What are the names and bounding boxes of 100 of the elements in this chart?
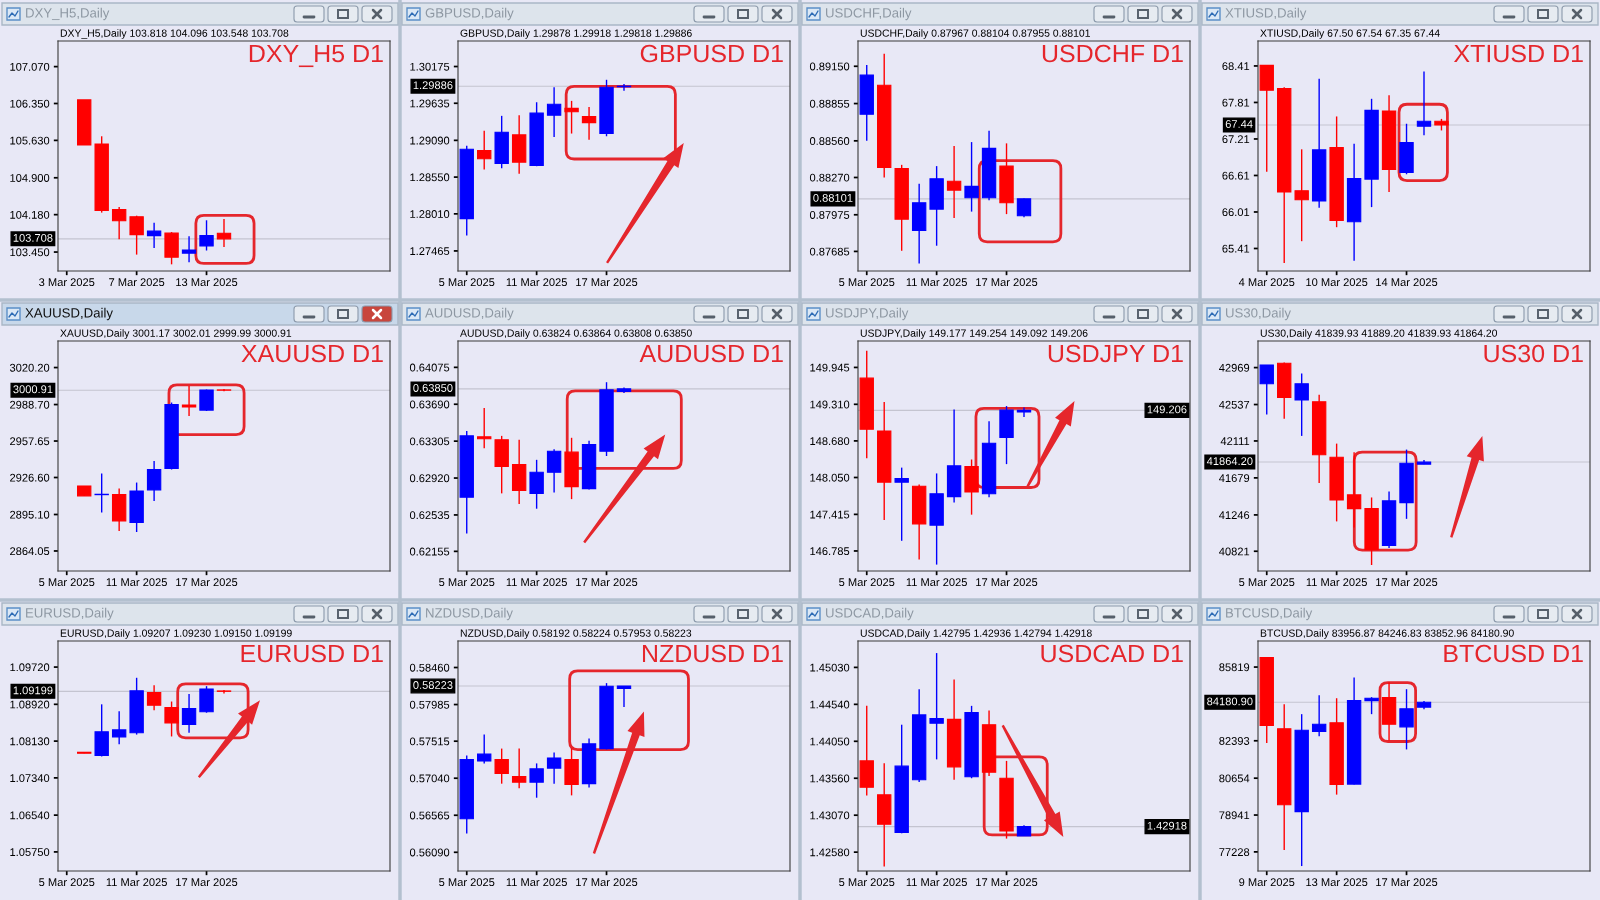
candlestick bbox=[199, 685, 214, 714]
y-tick-label: 1.28550 bbox=[410, 173, 450, 182]
candlestick bbox=[1311, 694, 1327, 738]
ref-line-label: 3000.91 bbox=[13, 385, 53, 394]
x-tick-label: 11 Mar 2025 bbox=[106, 578, 167, 587]
ref-line-label: 149.206 bbox=[1147, 405, 1187, 414]
chart-title: GBPUSD,Daily bbox=[425, 7, 514, 21]
candlestick bbox=[111, 206, 127, 240]
annotation: GBPUSD D1 bbox=[640, 44, 783, 63]
x-tick-label: 7 Mar 2025 bbox=[109, 278, 165, 287]
chart-subtitle: NZDUSD,Daily 0.58192 0.58224 0.57953 0.58223 bbox=[460, 629, 692, 639]
chart-title: USDJPY,Daily bbox=[826, 307, 909, 321]
y-tick-label: 1.43070 bbox=[810, 811, 850, 820]
candlestick bbox=[111, 710, 127, 746]
x-tick-label: 17 Mar 2025 bbox=[976, 878, 1038, 887]
y-tick-label: 1.08920 bbox=[10, 700, 50, 709]
y-tick-label: 0.56565 bbox=[409, 811, 450, 820]
candlestick bbox=[1346, 451, 1362, 529]
y-tick-label: 2864.05 bbox=[10, 547, 50, 556]
y-tick-label: 3020.20 bbox=[9, 363, 50, 372]
y-tick-label: 1.44540 bbox=[810, 700, 850, 709]
x-tick-label: 4 Mar 2025 bbox=[1238, 278, 1295, 287]
y-tick-label: 0.63305 bbox=[409, 437, 450, 446]
candlestick bbox=[546, 751, 562, 785]
candlestick bbox=[146, 684, 162, 712]
ref-line-label: 103.708 bbox=[13, 233, 53, 242]
x-tick-label: 17 Mar 2025 bbox=[576, 578, 638, 587]
candlestick bbox=[1016, 406, 1032, 418]
y-tick-label: 0.57985 bbox=[409, 700, 450, 709]
chart-subtitle: BTCUSD,Daily 83956.87 84246.83 83852.96 84180.90 bbox=[1260, 629, 1514, 639]
x-tick-label: 5 Mar 2025 bbox=[1239, 578, 1295, 587]
candlestick bbox=[581, 106, 597, 141]
y-tick-label: 1.44050 bbox=[810, 737, 850, 746]
candlestick bbox=[564, 100, 579, 135]
x-tick-label: 13 Mar 2025 bbox=[1306, 878, 1368, 887]
chart-subtitle: DXY_H5,Daily 103.818 104.096 103.548 103.708 bbox=[60, 29, 289, 39]
ref-line-label: 67.44 bbox=[1225, 120, 1253, 128]
y-tick-label: 0.63690 bbox=[409, 400, 450, 409]
ref-line-label: 84180.90 bbox=[1207, 697, 1253, 706]
y-tick-label: 104.180 bbox=[10, 210, 50, 219]
candlestick bbox=[477, 407, 492, 450]
ref-line-label: 0.63850 bbox=[413, 384, 453, 392]
ref-line-label: 0.88101 bbox=[813, 193, 853, 202]
y-tick-label: 0.62155 bbox=[409, 547, 450, 556]
y-tick-label: 148.680 bbox=[810, 437, 850, 446]
candlestick bbox=[946, 145, 962, 219]
chart-title: XTIUSD,Daily bbox=[1225, 7, 1307, 21]
annotation: EURUSD D1 bbox=[241, 644, 383, 663]
y-tick-label: 0.58460 bbox=[409, 663, 450, 672]
chart-subtitle: XTIUSD,Daily 67.50 67.54 67.35 67.44 bbox=[1260, 29, 1440, 39]
candlestick bbox=[477, 733, 492, 765]
y-tick-label: 0.57040 bbox=[409, 774, 450, 783]
y-tick-label: 66.01 bbox=[1222, 208, 1250, 217]
candlestick bbox=[146, 222, 162, 249]
x-tick-label: 17 Mar 2025 bbox=[1376, 878, 1438, 887]
y-tick-label: 41679 bbox=[1219, 474, 1250, 483]
annotation: BTCUSD D1 bbox=[1444, 644, 1583, 663]
chart-title: USDCHF,Daily bbox=[826, 7, 912, 21]
chart-subtitle: USDCAD,Daily 1.42795 1.42936 1.42794 1.42918 bbox=[860, 629, 1092, 639]
y-tick-label: 0.56090 bbox=[409, 848, 450, 857]
y-tick-label: 149.310 bbox=[810, 400, 850, 409]
y-tick-label: 1.29090 bbox=[410, 136, 450, 145]
chart-title: DXY_H5,Daily bbox=[26, 7, 110, 21]
x-tick-label: 17 Mar 2025 bbox=[576, 878, 638, 887]
x-tick-label: 17 Mar 2025 bbox=[176, 878, 238, 887]
candlestick bbox=[181, 385, 197, 417]
x-tick-label: 17 Mar 2025 bbox=[976, 278, 1038, 287]
ref-line-label: 1.29886 bbox=[413, 81, 453, 90]
y-tick-label: 1.09720 bbox=[10, 663, 50, 672]
y-tick-label: 80654 bbox=[1219, 774, 1250, 783]
y-tick-label: 42537 bbox=[1219, 400, 1250, 409]
candlestick bbox=[129, 214, 144, 256]
x-tick-label: 5 Mar 2025 bbox=[39, 878, 95, 887]
y-tick-label: 0.62920 bbox=[409, 474, 450, 483]
x-tick-label: 17 Mar 2025 bbox=[976, 578, 1038, 587]
y-tick-label: 0.88270 bbox=[809, 173, 850, 182]
x-tick-label: 11 Mar 2025 bbox=[506, 278, 567, 287]
y-tick-label: 0.62535 bbox=[409, 511, 450, 520]
annotation: DXY_H5 D1 bbox=[249, 44, 383, 68]
annotation: USDJPY D1 bbox=[1048, 344, 1183, 363]
x-tick-label: 3 Mar 2025 bbox=[39, 278, 95, 287]
x-tick-label: 11 Mar 2025 bbox=[506, 878, 567, 887]
x-tick-label: 11 Mar 2025 bbox=[906, 278, 967, 287]
y-tick-label: 68.41 bbox=[1222, 62, 1250, 71]
candlestick bbox=[929, 652, 944, 761]
y-tick-label: 40821 bbox=[1219, 547, 1250, 556]
x-tick-label: 11 Mar 2025 bbox=[506, 578, 567, 587]
y-tick-label: 106.350 bbox=[10, 99, 50, 108]
y-tick-label: 85819 bbox=[1219, 663, 1250, 672]
y-tick-label: 0.88855 bbox=[809, 99, 850, 108]
ref-line-label: 1.42918 bbox=[1147, 821, 1187, 830]
chart-title: BTCUSD,Daily bbox=[1226, 607, 1313, 621]
y-tick-label: 65.41 bbox=[1222, 244, 1250, 253]
y-tick-label: 148.050 bbox=[810, 473, 850, 482]
chart-title: US30,Daily bbox=[1226, 307, 1291, 321]
ref-line-label: 0.58223 bbox=[413, 681, 453, 689]
y-tick-label: 1.28010 bbox=[410, 210, 450, 218]
chart-subtitle: XAUUSD,Daily 3001.17 3002.01 2999.99 3000.91 bbox=[60, 329, 292, 339]
x-tick-label: 5 Mar 2025 bbox=[839, 578, 895, 587]
candlestick bbox=[616, 685, 632, 708]
